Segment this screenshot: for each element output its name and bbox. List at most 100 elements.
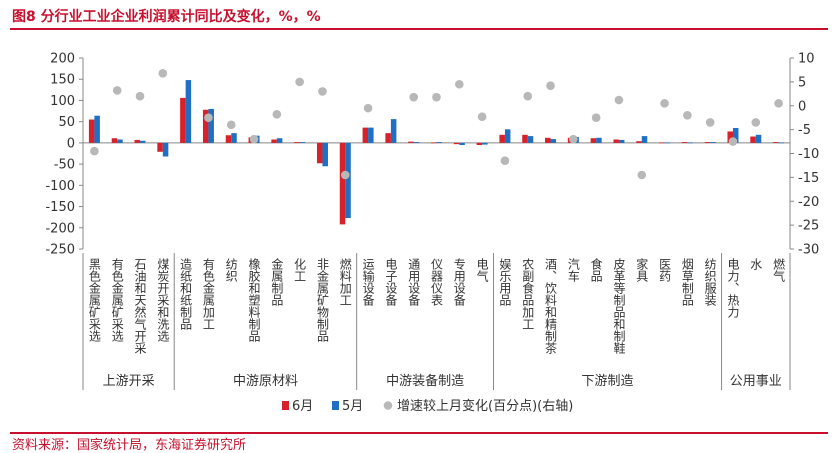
x-tick-label: 农副食品加工	[521, 258, 535, 330]
y-tick-label-right: 5	[798, 75, 806, 90]
change-point-26	[683, 111, 692, 120]
y-tick-label-left: -50	[54, 158, 75, 173]
x-tick-label: 电子设备	[384, 258, 398, 307]
x-tick-label: 汽车	[566, 257, 580, 283]
y-tick-label-right: -15	[798, 171, 819, 186]
legend-swatch-change	[383, 401, 393, 410]
group-label: 中游原材料	[233, 374, 298, 389]
x-tick-label: 专用设备	[452, 257, 466, 307]
change-point-25	[660, 99, 669, 108]
x-tick-label: 娱乐用品	[498, 258, 512, 306]
change-point-18	[500, 156, 510, 165]
bar-june-4	[180, 97, 186, 143]
y-tick-label-left: 0	[67, 136, 75, 151]
bar-may-12	[368, 127, 374, 143]
x-tick-label: 家具	[635, 257, 649, 282]
legend-swatch-may	[332, 401, 339, 410]
source-rule	[10, 432, 828, 434]
bar-june-2	[134, 139, 141, 143]
change-point-12	[363, 103, 373, 113]
bar-june-15	[431, 142, 437, 144]
y-tick-label-left: 200	[50, 52, 75, 67]
change-point-3	[158, 68, 168, 78]
change-point-30	[774, 99, 783, 108]
change-point-0	[90, 146, 99, 156]
bar-may-20	[550, 139, 557, 143]
bar-june-14	[408, 141, 414, 143]
change-point-8	[272, 110, 282, 119]
change-point-21	[569, 134, 578, 144]
bar-june-0	[88, 119, 95, 143]
x-tick-label: 煤炭开采和洗选	[156, 258, 170, 343]
bar-may-5	[208, 108, 214, 143]
bar-june-26	[681, 142, 688, 143]
bar-may-8	[276, 138, 283, 143]
change-point-10	[318, 87, 327, 96]
bar-june-5	[202, 109, 209, 143]
change-point-23	[614, 95, 624, 105]
change-point-22	[591, 113, 601, 122]
change-point-19	[523, 91, 533, 101]
bar-june-17	[476, 142, 483, 146]
y-tick-label-left: 100	[50, 94, 75, 109]
figure-title: 图8 分行业工业企业利润累计同比及变化，%，%	[12, 9, 321, 25]
x-tick-label: 燃料加工	[338, 257, 352, 306]
change-point-29	[751, 118, 761, 127]
legend-label-june: 6月	[292, 399, 313, 414]
bar-may-14	[413, 142, 420, 143]
y-tick-label-left: -150	[45, 200, 75, 215]
group-label: 上游开采	[103, 374, 155, 389]
bar-may-3	[162, 142, 169, 157]
y-tick-label-right: -5	[798, 123, 811, 138]
bar-may-2	[140, 140, 146, 143]
x-tick-label: 非金属矿物制品	[315, 258, 329, 342]
bar-june-16	[453, 142, 460, 145]
change-point-9	[295, 77, 304, 87]
bar-may-30	[778, 142, 785, 144]
x-tick-label: 皮革等制品和制鞋	[612, 258, 626, 355]
x-tick-label: 酒、饮料和精制茶	[544, 258, 558, 354]
bar-may-1	[117, 139, 123, 143]
y-tick-label-right: -25	[798, 219, 819, 234]
x-tick-label: 运输设备	[361, 258, 375, 307]
x-tick-label: 食品	[589, 257, 603, 282]
group-label: 中游装备制造	[386, 373, 464, 389]
bar-may-27	[710, 142, 716, 143]
bar-may-15	[436, 142, 442, 143]
bar-june-9	[294, 142, 300, 143]
x-tick-label: 燃气	[772, 257, 786, 282]
bar-june-23	[613, 139, 619, 143]
bar-may-26	[687, 142, 693, 144]
bar-june-30	[773, 142, 779, 143]
bar-june-22	[590, 138, 597, 143]
change-point-24	[637, 170, 647, 180]
group-label: 公用事业	[730, 374, 782, 389]
x-tick-label: 纺织服装	[703, 258, 717, 307]
bar-may-28	[732, 128, 739, 143]
bar-june-11	[339, 142, 346, 225]
source-note: 资料来源：国家统计局，东海证券研究所	[12, 438, 247, 453]
title-rule	[10, 28, 828, 30]
x-tick-label: 橡胶和塑料制品	[247, 258, 261, 342]
y-tick-label-right: -20	[798, 195, 819, 210]
change-point-15	[432, 92, 441, 102]
change-point-16	[455, 79, 464, 89]
change-point-11	[340, 170, 350, 180]
bar-june-18	[499, 134, 505, 143]
x-tick-label: 电气	[475, 258, 489, 282]
x-tick-label: 电力、热力	[726, 258, 740, 319]
y-tick-label-right: -10	[798, 147, 819, 162]
y-tick-label-left: 50	[58, 115, 75, 130]
change-point-27	[705, 118, 715, 127]
x-tick-label: 金属制品	[270, 257, 284, 306]
bar-may-4	[185, 80, 192, 143]
x-tick-label: 石油和天然气开采	[133, 258, 147, 354]
change-point-7	[249, 134, 259, 144]
bar-june-6	[225, 135, 232, 143]
bar-may-25	[664, 142, 671, 144]
y-tick-label-right: 0	[798, 99, 806, 114]
x-tick-label: 造纸和纸制品	[179, 258, 193, 330]
x-tick-label: 黑色金属矿采选	[87, 258, 101, 343]
change-point-28	[728, 137, 738, 146]
